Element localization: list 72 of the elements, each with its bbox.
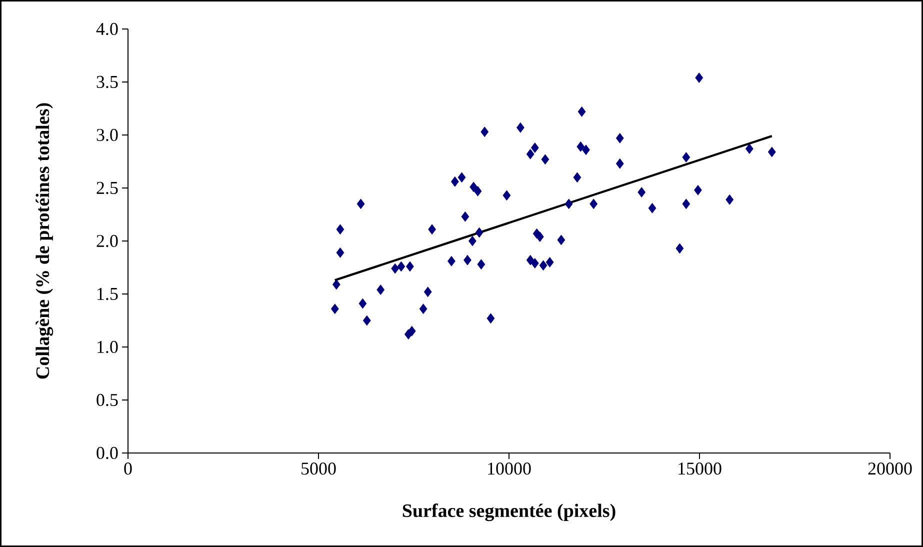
- point: [464, 254, 472, 266]
- point: [356, 198, 365, 210]
- y-axis-title: Collagène (% de protéines totales): [36, 103, 54, 379]
- point: [428, 224, 436, 235]
- x-tick-label: 20000: [868, 462, 912, 475]
- point: [676, 243, 684, 254]
- point: [406, 261, 414, 272]
- y-tick-label: 0.5: [96, 394, 118, 406]
- point: [526, 148, 534, 160]
- y-tick-label: 0.0: [96, 446, 118, 460]
- point: [648, 202, 656, 214]
- point: [458, 172, 466, 183]
- point: [376, 284, 385, 295]
- point: [448, 256, 456, 266]
- point: [480, 126, 489, 138]
- point: [530, 142, 539, 153]
- point: [526, 254, 534, 266]
- x-tick-label: 5000: [302, 462, 336, 475]
- x-axis-title: Surface segmentée (pixels): [402, 504, 616, 522]
- point: [332, 279, 340, 290]
- point: [768, 146, 776, 158]
- point: [475, 227, 484, 238]
- point: [336, 224, 344, 235]
- point: [590, 198, 598, 210]
- point: [470, 182, 478, 192]
- point: [468, 236, 476, 246]
- point: [358, 298, 367, 309]
- point: [578, 106, 586, 117]
- point: [536, 232, 544, 242]
- point: [546, 257, 554, 268]
- y-tick-label: 1.0: [98, 340, 118, 354]
- point: [336, 247, 344, 258]
- point: [726, 194, 734, 205]
- point: [474, 186, 482, 196]
- point: [419, 304, 428, 314]
- point: [573, 172, 582, 183]
- y-tick-label: 4.0: [96, 22, 118, 36]
- point: [576, 141, 585, 152]
- point: [450, 176, 459, 187]
- y-tick-label: 3.0: [96, 128, 118, 142]
- point: [397, 261, 406, 272]
- point: [424, 286, 432, 298]
- point: [516, 122, 524, 133]
- point: [362, 315, 371, 326]
- point: [539, 260, 548, 271]
- point: [461, 211, 470, 222]
- y-tick-label: 1.5: [98, 288, 118, 300]
- point: [408, 326, 416, 336]
- point: [695, 72, 704, 83]
- point: [616, 132, 624, 144]
- point: [582, 144, 590, 156]
- point: [638, 187, 646, 198]
- point: [694, 184, 702, 196]
- point: [564, 198, 573, 210]
- point: [486, 313, 495, 324]
- point: [745, 144, 754, 154]
- point: [502, 190, 511, 201]
- point: [557, 234, 566, 246]
- x-tick-label: 0: [124, 462, 132, 475]
- point: [477, 259, 486, 270]
- x-tick-label: 10000: [488, 462, 531, 475]
- y-tick-label: 3.5: [96, 76, 118, 88]
- point: [682, 152, 690, 162]
- point: [541, 154, 550, 165]
- point: [530, 258, 539, 268]
- point: [391, 263, 400, 274]
- point: [682, 198, 690, 210]
- x-tick-label: 15000: [678, 462, 722, 475]
- point: [330, 304, 339, 314]
- y-tick-label: 2.5: [96, 182, 118, 194]
- point: [616, 158, 624, 169]
- y-tick-label: 2.0: [96, 234, 118, 248]
